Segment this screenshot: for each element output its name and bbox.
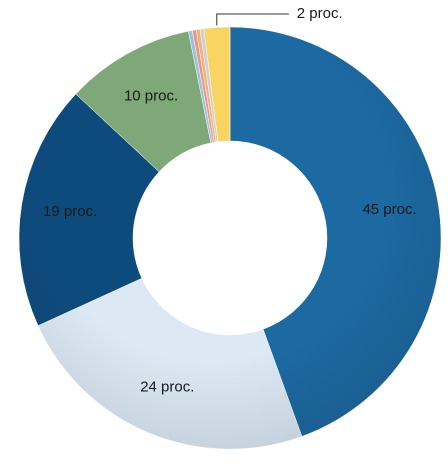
slice-label: 45 proc. (362, 201, 416, 218)
slice-label: 10 proc. (124, 88, 178, 105)
leader-line (216, 13, 289, 26)
slice-label: 2 proc. (297, 5, 343, 22)
slice-label: 24 proc. (140, 378, 194, 395)
slice-label: 19 proc. (43, 203, 97, 220)
